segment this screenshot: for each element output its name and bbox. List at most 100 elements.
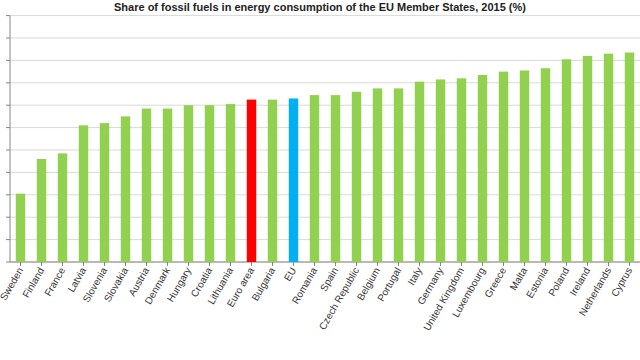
bar xyxy=(478,75,487,262)
x-tick xyxy=(293,262,294,266)
bar xyxy=(583,56,592,262)
bar xyxy=(310,95,319,262)
x-labels: SwedenFinlandFranceLatviaSloveniaSlovaki… xyxy=(0,262,634,333)
x-tick-label: Romania xyxy=(290,265,320,306)
bar xyxy=(394,88,403,262)
bar xyxy=(184,105,193,262)
y-tick xyxy=(6,60,10,61)
x-tick xyxy=(230,262,231,266)
x-tick xyxy=(335,262,336,266)
grid xyxy=(6,16,640,262)
x-tick xyxy=(251,262,252,266)
x-tick xyxy=(209,262,210,266)
x-tick xyxy=(20,262,21,266)
bar xyxy=(625,53,634,262)
bar xyxy=(268,100,277,262)
y-tick xyxy=(6,105,10,106)
x-tick xyxy=(629,262,630,266)
x-tick-label: Cyprus xyxy=(609,266,634,299)
x-tick-label: Euro area xyxy=(225,265,257,309)
x-tick-label: Netherlands xyxy=(577,266,613,318)
x-tick xyxy=(356,262,357,266)
bar xyxy=(373,88,382,262)
bar xyxy=(562,59,571,262)
bar xyxy=(58,153,67,262)
bar xyxy=(289,98,298,262)
x-tick-label: Hungary xyxy=(165,266,193,304)
bar xyxy=(436,79,445,262)
x-tick xyxy=(440,262,441,266)
x-tick xyxy=(41,262,42,266)
grid-line xyxy=(10,60,640,61)
chart-title: Share of fossil fuels in energy consumpt… xyxy=(114,1,526,13)
y-tick xyxy=(6,217,10,218)
y-axis xyxy=(10,16,11,262)
x-tick-label: Sweden xyxy=(0,266,25,303)
chart-svg: SwedenFinlandFranceLatviaSloveniaSlovaki… xyxy=(0,0,640,360)
x-tick-label: France xyxy=(42,265,67,298)
y-tick xyxy=(6,239,10,240)
x-tick-label: Czech Republic xyxy=(317,266,362,332)
bar xyxy=(499,72,508,262)
x-tick-label: Greece xyxy=(482,265,508,299)
bars xyxy=(16,53,634,262)
x-tick-label: Luxembourg xyxy=(450,266,487,320)
bar xyxy=(205,105,214,262)
x-tick xyxy=(461,262,462,266)
x-tick xyxy=(146,262,147,266)
bar xyxy=(415,82,424,262)
bar xyxy=(541,68,550,262)
bar xyxy=(121,116,130,262)
y-tick xyxy=(6,172,10,173)
x-tick xyxy=(314,262,315,266)
x-tick-label: Slovakia xyxy=(102,265,131,304)
bar xyxy=(142,109,151,262)
bar xyxy=(604,54,613,262)
x-tick xyxy=(545,262,546,266)
x-tick xyxy=(419,262,420,266)
y-tick xyxy=(6,150,10,151)
bar xyxy=(520,70,529,262)
y-tick xyxy=(6,15,10,16)
bar xyxy=(352,92,361,262)
x-tick-label: Bulgaria xyxy=(249,265,277,303)
bar xyxy=(331,95,340,262)
x-tick xyxy=(167,262,168,266)
x-tick xyxy=(482,262,483,266)
bar xyxy=(100,123,109,262)
x-tick xyxy=(83,262,84,266)
x-tick-label: Spain xyxy=(318,266,340,294)
x-tick xyxy=(62,262,63,266)
grid-line xyxy=(10,38,640,39)
x-tick-label: EU xyxy=(282,266,298,284)
x-tick xyxy=(524,262,525,266)
bar xyxy=(226,104,235,262)
x-tick xyxy=(608,262,609,266)
bar xyxy=(163,109,172,262)
x-tick xyxy=(272,262,273,266)
x-tick-label: Portugal xyxy=(375,266,403,304)
x-tick xyxy=(188,262,189,266)
grid-line xyxy=(10,15,640,16)
y-tick xyxy=(6,38,10,39)
x-tick xyxy=(398,262,399,266)
y-tick xyxy=(6,82,10,83)
x-tick xyxy=(587,262,588,266)
bar xyxy=(79,125,88,262)
y-tick xyxy=(6,194,10,195)
x-tick xyxy=(125,262,126,266)
x-tick-label: Estonia xyxy=(524,265,550,300)
x-tick-label: Finland xyxy=(20,266,46,300)
x-tick xyxy=(503,262,504,266)
x-tick xyxy=(377,262,378,266)
bar xyxy=(37,159,46,262)
x-tick xyxy=(566,262,567,266)
bar xyxy=(247,100,256,262)
y-tick xyxy=(6,262,10,263)
chart-container: SwedenFinlandFranceLatviaSloveniaSlovaki… xyxy=(0,0,640,360)
bar xyxy=(16,194,25,262)
bar xyxy=(457,78,466,262)
x-tick-label: Malta xyxy=(507,265,529,292)
x-tick-label: Italy xyxy=(406,266,425,287)
y-tick xyxy=(6,127,10,128)
